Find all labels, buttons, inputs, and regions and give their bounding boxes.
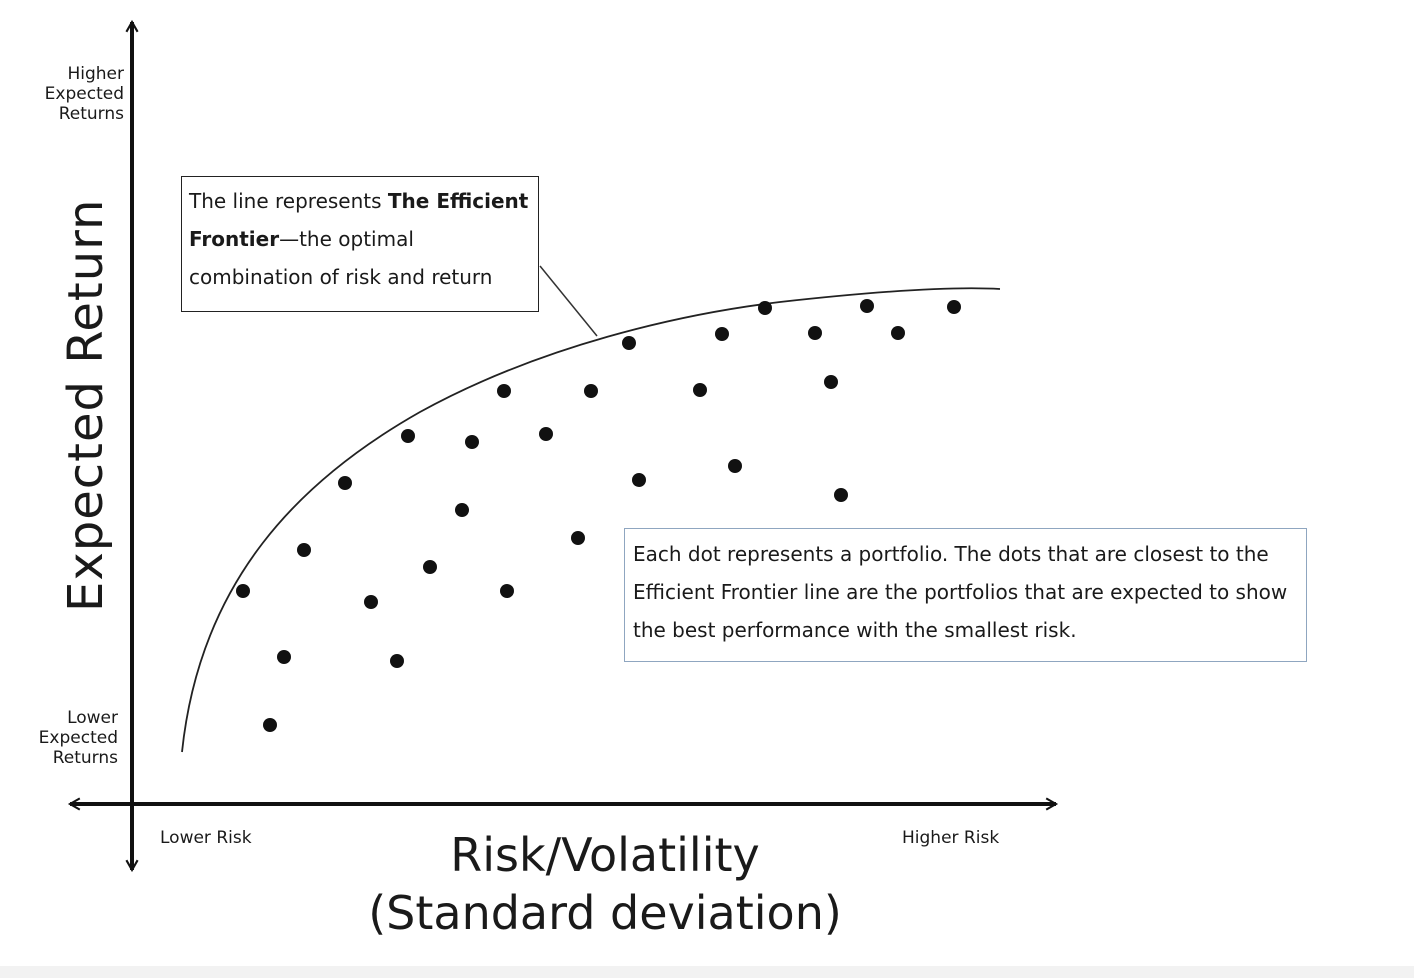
portfolio-dot (465, 435, 479, 449)
portfolio-dot (632, 473, 646, 487)
portfolio-dot (693, 383, 707, 397)
portfolio-dot (401, 429, 415, 443)
portfolio-dot (860, 299, 874, 313)
portfolio-dots-callout: Each dot represents a portfolio. The dot… (624, 528, 1307, 662)
portfolio-dot (715, 327, 729, 341)
efficient-frontier-curve (181, 287, 1001, 753)
portfolio-dot (423, 560, 437, 574)
x-axis-title-line-1: Risk/Volatility (450, 828, 760, 882)
y-axis-lower-label: Lower Expected Returns (20, 708, 118, 768)
portfolio-dot (455, 503, 469, 517)
portfolio-dot (297, 543, 311, 557)
portfolio-dot (390, 654, 404, 668)
y-higher-line-2: Expected (44, 84, 124, 104)
x-axis-higher-risk-label: Higher Risk (902, 828, 1000, 848)
x-axis-title-line-2: (Standard deviation) (368, 886, 842, 940)
portfolio-dot (808, 326, 822, 340)
portfolio-dot (500, 584, 514, 598)
y-axis-title: Expected Return (58, 198, 114, 612)
y-axis-higher-label: Higher Expected Returns (26, 64, 124, 124)
x-axis-title: Risk/Volatility (Standard deviation) (330, 826, 880, 942)
y-lower-line-1: Lower (67, 708, 118, 728)
portfolio-dot (947, 300, 961, 314)
frontier-callout-text-pre: The line represents (189, 189, 388, 213)
y-lower-line-3: Returns (52, 748, 118, 768)
x-axis-lower-risk-label: Lower Risk (160, 828, 252, 848)
portfolio-dot (728, 459, 742, 473)
efficient-frontier-callout: The line represents The Efficient Fronti… (181, 176, 539, 312)
y-higher-line-3: Returns (58, 104, 124, 124)
portfolio-dot (891, 326, 905, 340)
portfolio-dot (834, 488, 848, 502)
portfolio-dot (571, 531, 585, 545)
portfolio-dot (364, 595, 378, 609)
portfolio-dot (758, 301, 772, 315)
portfolio-dot (539, 427, 553, 441)
portfolio-dots (236, 299, 961, 732)
frontier-callout-text-post: —the optimal combination of risk and ret… (189, 227, 493, 289)
portfolio-dot (584, 384, 598, 398)
portfolio-dot (277, 650, 291, 664)
frontier-callout-text-bold: The Efficient Frontier (189, 189, 529, 251)
portfolio-dot (497, 384, 511, 398)
portfolio-dot (824, 375, 838, 389)
portfolio-dot (263, 718, 277, 732)
dots-callout-text: Each dot represents a portfolio. The dot… (633, 542, 1288, 642)
y-higher-line-1: Higher (67, 64, 124, 84)
portfolio-dot (236, 584, 250, 598)
callout-leader-line (539, 265, 598, 337)
y-lower-line-2: Expected (38, 728, 118, 748)
portfolio-dot (622, 336, 636, 350)
bottom-strip (0, 966, 1414, 978)
portfolio-dot (338, 476, 352, 490)
